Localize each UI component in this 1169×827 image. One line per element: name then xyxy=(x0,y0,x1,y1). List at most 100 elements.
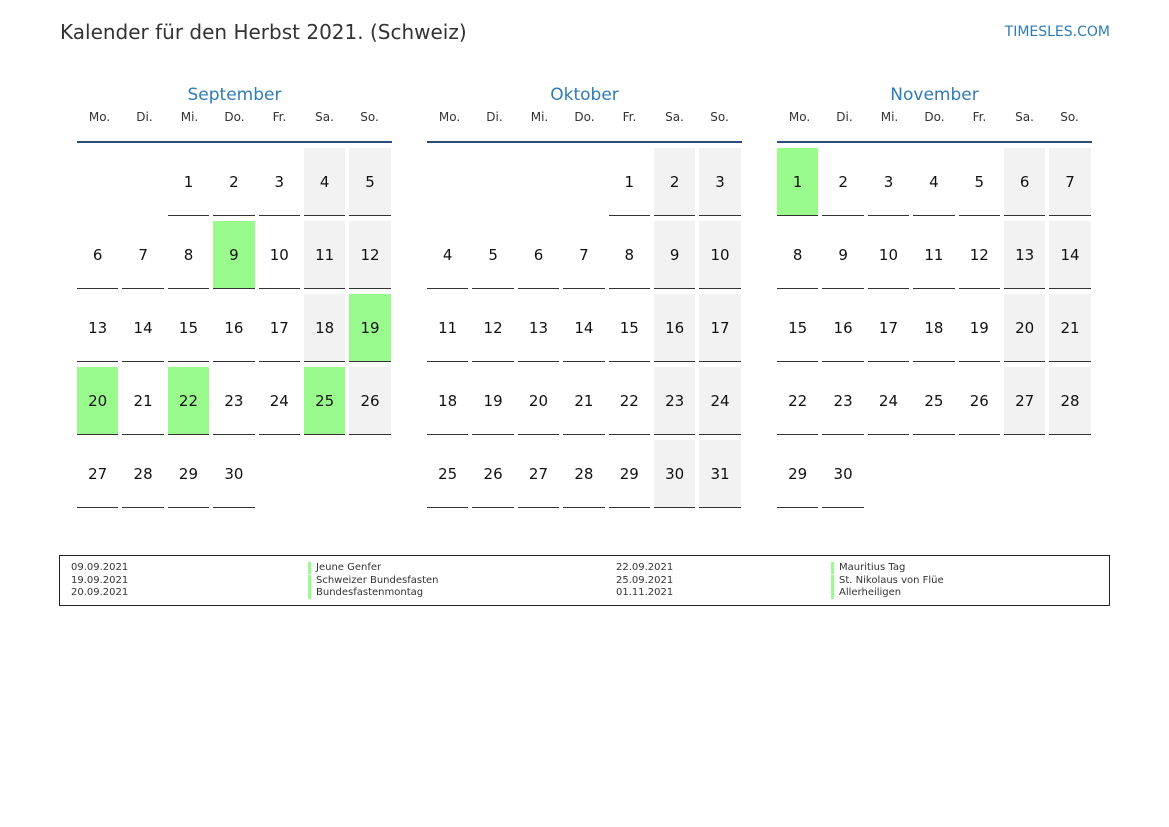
day-cell[interactable]: 8 xyxy=(167,221,210,289)
day-cell[interactable]: 4 xyxy=(427,221,469,289)
day-cell[interactable]: 6 xyxy=(77,221,119,289)
day-cell[interactable]: 27 xyxy=(1003,367,1046,435)
day-cell[interactable]: 26 xyxy=(472,440,514,508)
day-cell[interactable]: 12 xyxy=(472,294,514,362)
day-cell[interactable]: 23 xyxy=(213,367,255,435)
day-cell[interactable]: 13 xyxy=(1003,221,1046,289)
day-cell[interactable]: 30 xyxy=(653,440,696,508)
day-cell[interactable]: 1 xyxy=(167,148,210,216)
day-cell[interactable]: 22 xyxy=(777,367,819,435)
day-cell[interactable]: 17 xyxy=(867,294,910,362)
day-cell[interactable]: 30 xyxy=(213,440,255,508)
day-cell[interactable]: 29 xyxy=(608,440,650,508)
day-cell[interactable]: 8 xyxy=(608,221,650,289)
day-cell[interactable]: 24 xyxy=(699,367,741,435)
day-cell[interactable]: 17 xyxy=(258,294,300,362)
day-cell[interactable]: 24 xyxy=(258,367,300,435)
day-cell[interactable]: 23 xyxy=(653,367,696,435)
day-cell[interactable]: 20 xyxy=(1003,294,1046,362)
day-cell[interactable]: 6 xyxy=(517,221,560,289)
day-cell[interactable]: 19 xyxy=(472,367,514,435)
day-cell[interactable]: 23 xyxy=(822,367,864,435)
day-cell[interactable]: 21 xyxy=(1049,294,1091,362)
day-cell[interactable]: 14 xyxy=(563,294,605,362)
day-cell[interactable]: 17 xyxy=(699,294,741,362)
day-cell[interactable]: 9 xyxy=(822,221,864,289)
day-cell[interactable]: 20 xyxy=(77,367,119,435)
weekday-label: Do. xyxy=(574,110,595,124)
day-cell[interactable]: 3 xyxy=(867,148,910,216)
day-cell[interactable]: 30 xyxy=(822,440,864,508)
day-cell[interactable]: 10 xyxy=(258,221,300,289)
empty-cell xyxy=(472,148,513,216)
day-cell[interactable]: 4 xyxy=(303,148,346,216)
day-cell[interactable]: 18 xyxy=(303,294,346,362)
day-cell[interactable]: 27 xyxy=(517,440,560,508)
day-cell[interactable]: 16 xyxy=(213,294,255,362)
day-cell[interactable]: 11 xyxy=(913,221,955,289)
day-cell[interactable]: 8 xyxy=(777,221,819,289)
day-cell[interactable]: 2 xyxy=(213,148,255,216)
day-cell[interactable]: 3 xyxy=(258,148,300,216)
day-cell[interactable]: 22 xyxy=(608,367,650,435)
day-cell[interactable]: 16 xyxy=(822,294,864,362)
day-cell[interactable]: 19 xyxy=(958,294,1000,362)
day-cell[interactable]: 3 xyxy=(699,148,741,216)
day-cell[interactable]: 29 xyxy=(167,440,210,508)
day-cell[interactable]: 10 xyxy=(867,221,910,289)
day-cell[interactable]: 9 xyxy=(653,221,696,289)
day-cell[interactable]: 13 xyxy=(517,294,560,362)
day-cell[interactable]: 22 xyxy=(167,367,210,435)
day-cell[interactable]: 1 xyxy=(777,148,819,216)
day-cell[interactable]: 26 xyxy=(349,367,391,435)
day-cell[interactable]: 5 xyxy=(472,221,514,289)
weekday-label: Sa. xyxy=(315,110,334,124)
day-cell[interactable]: 15 xyxy=(608,294,650,362)
day-cell[interactable]: 2 xyxy=(822,148,864,216)
day-cell[interactable]: 13 xyxy=(77,294,119,362)
day-cell[interactable]: 28 xyxy=(563,440,605,508)
day-cell[interactable]: 27 xyxy=(77,440,119,508)
day-cell[interactable]: 2 xyxy=(653,148,696,216)
day-cell[interactable]: 14 xyxy=(1049,221,1091,289)
day-grid: 1 2 3 4 5 6 7 8 9 10 11 12 13 14 15 16 17 18 19 20 21 22 23 24 2… xyxy=(777,148,1092,508)
site-link[interactable]: TIMESLES.COM xyxy=(1004,24,1110,40)
day-cell[interactable]: 28 xyxy=(122,440,164,508)
day-cell[interactable]: 18 xyxy=(427,367,469,435)
day-cell[interactable]: 15 xyxy=(167,294,210,362)
day-cell[interactable]: 10 xyxy=(699,221,741,289)
day-cell[interactable]: 18 xyxy=(913,294,955,362)
day-cell[interactable]: 21 xyxy=(122,367,164,435)
day-cell[interactable]: 25 xyxy=(913,367,955,435)
day-cell[interactable]: 20 xyxy=(517,367,560,435)
day-cell[interactable]: 28 xyxy=(1049,367,1091,435)
day-cell[interactable]: 26 xyxy=(958,367,1000,435)
day-cell[interactable]: 29 xyxy=(777,440,819,508)
day-cell[interactable]: 14 xyxy=(122,294,164,362)
day-cell[interactable]: 16 xyxy=(653,294,696,362)
day-cell[interactable]: 4 xyxy=(913,148,955,216)
empty-cell xyxy=(122,148,163,216)
day-cell[interactable]: 31 xyxy=(699,440,741,508)
day-cell[interactable]: 5 xyxy=(349,148,391,216)
day-cell[interactable]: 1 xyxy=(608,148,650,216)
day-cell[interactable]: 25 xyxy=(303,367,346,435)
day-cell[interactable]: 12 xyxy=(958,221,1000,289)
day-cell[interactable]: 7 xyxy=(563,221,605,289)
day-cell[interactable]: 24 xyxy=(867,367,910,435)
month-name: Oktober xyxy=(550,85,619,105)
day-cell[interactable]: 21 xyxy=(563,367,605,435)
day-cell[interactable]: 7 xyxy=(122,221,164,289)
day-cell[interactable]: 6 xyxy=(1003,148,1046,216)
day-cell[interactable]: 11 xyxy=(427,294,469,362)
day-cell[interactable]: 25 xyxy=(427,440,469,508)
day-cell[interactable]: 9 xyxy=(213,221,255,289)
empty-cell xyxy=(1049,440,1090,508)
day-cell[interactable]: 5 xyxy=(958,148,1000,216)
day-cell[interactable]: 7 xyxy=(1049,148,1091,216)
day-cell[interactable]: 19 xyxy=(349,294,391,362)
empty-cell xyxy=(563,148,604,216)
day-cell[interactable]: 12 xyxy=(349,221,391,289)
day-cell[interactable]: 15 xyxy=(777,294,819,362)
day-cell[interactable]: 11 xyxy=(303,221,346,289)
